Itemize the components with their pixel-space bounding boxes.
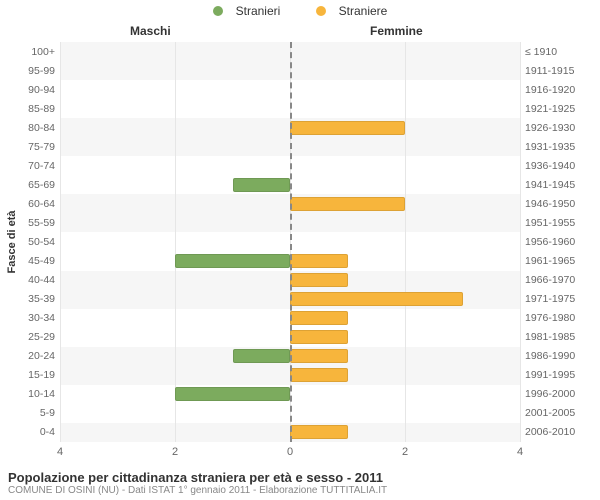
birth-year-label: 1931-1935 [525, 141, 595, 153]
birth-year-label: 1996-2000 [525, 388, 595, 400]
bar-male [233, 349, 291, 363]
age-label: 95-99 [5, 65, 55, 77]
age-label: 40-44 [5, 274, 55, 286]
birth-year-label: 1921-1925 [525, 103, 595, 115]
age-label: 35-39 [5, 293, 55, 305]
birth-year-label: 1956-1960 [525, 236, 595, 248]
bar-female [290, 368, 348, 382]
age-label: 80-84 [5, 122, 55, 134]
birth-year-label: 1976-1980 [525, 312, 595, 324]
age-label: 70-74 [5, 160, 55, 172]
bar-female [290, 197, 405, 211]
circle-icon [213, 6, 223, 16]
age-label: 100+ [5, 46, 55, 58]
age-label: 45-49 [5, 255, 55, 267]
bar-female [290, 254, 348, 268]
birth-year-label: 1926-1930 [525, 122, 595, 134]
age-label: 30-34 [5, 312, 55, 324]
age-label: 15-19 [5, 369, 55, 381]
birth-year-label: 1986-1990 [525, 350, 595, 362]
birth-year-label: 2001-2005 [525, 407, 595, 419]
age-label: 10-14 [5, 388, 55, 400]
bar-female [290, 330, 348, 344]
legend-item-male: Stranieri [205, 4, 289, 18]
age-label: 25-29 [5, 331, 55, 343]
birth-year-label: 1941-1945 [525, 179, 595, 191]
age-label: 5-9 [5, 407, 55, 419]
birth-year-label: 1916-1920 [525, 84, 595, 96]
column-header-male: Maschi [130, 24, 171, 38]
age-label: 50-54 [5, 236, 55, 248]
plot-area: Fasce di età Anni di nascita 02424100+≤ … [60, 42, 520, 442]
age-label: 65-69 [5, 179, 55, 191]
legend-label-male: Stranieri [236, 4, 281, 18]
x-tick-label: 4 [57, 446, 63, 458]
column-header-female: Femmine [370, 24, 423, 38]
age-label: 90-94 [5, 84, 55, 96]
age-label: 60-64 [5, 198, 55, 210]
x-tick-label: 0 [287, 446, 293, 458]
bar-female [290, 292, 463, 306]
age-label: 55-59 [5, 217, 55, 229]
legend-item-female: Straniere [308, 4, 396, 18]
bar-female [290, 425, 348, 439]
birth-year-label: 1961-1965 [525, 255, 595, 267]
birth-year-label: 2006-2010 [525, 426, 595, 438]
center-axis-line [290, 42, 292, 442]
birth-year-label: 1951-1955 [525, 217, 595, 229]
bar-male [175, 254, 290, 268]
age-label: 85-89 [5, 103, 55, 115]
chart-footer: Popolazione per cittadinanza straniera p… [8, 470, 387, 496]
legend: Stranieri Straniere [0, 4, 600, 19]
birth-year-label: 1936-1940 [525, 160, 595, 172]
chart-subtitle: COMUNE DI OSINI (NU) - Dati ISTAT 1° gen… [8, 485, 387, 496]
bar-female [290, 273, 348, 287]
chart-container: Stranieri Straniere Maschi Femmine Fasce… [0, 0, 600, 500]
birth-year-label: 1911-1915 [525, 65, 595, 77]
x-tick-label: 2 [402, 446, 408, 458]
age-label: 75-79 [5, 141, 55, 153]
birth-year-label: ≤ 1910 [525, 46, 595, 58]
bar-female [290, 121, 405, 135]
birth-year-label: 1971-1975 [525, 293, 595, 305]
birth-year-label: 1946-1950 [525, 198, 595, 210]
age-label: 20-24 [5, 350, 55, 362]
birth-year-label: 1981-1985 [525, 331, 595, 343]
chart-title: Popolazione per cittadinanza straniera p… [8, 470, 387, 485]
legend-label-female: Straniere [339, 4, 388, 18]
bar-male [233, 178, 291, 192]
x-tick-label: 2 [172, 446, 178, 458]
bar-male [175, 387, 290, 401]
circle-icon [316, 6, 326, 16]
birth-year-label: 1966-1970 [525, 274, 595, 286]
birth-year-label: 1991-1995 [525, 369, 595, 381]
x-tick-label: 4 [517, 446, 523, 458]
age-label: 0-4 [5, 426, 55, 438]
bar-female [290, 349, 348, 363]
bar-female [290, 311, 348, 325]
